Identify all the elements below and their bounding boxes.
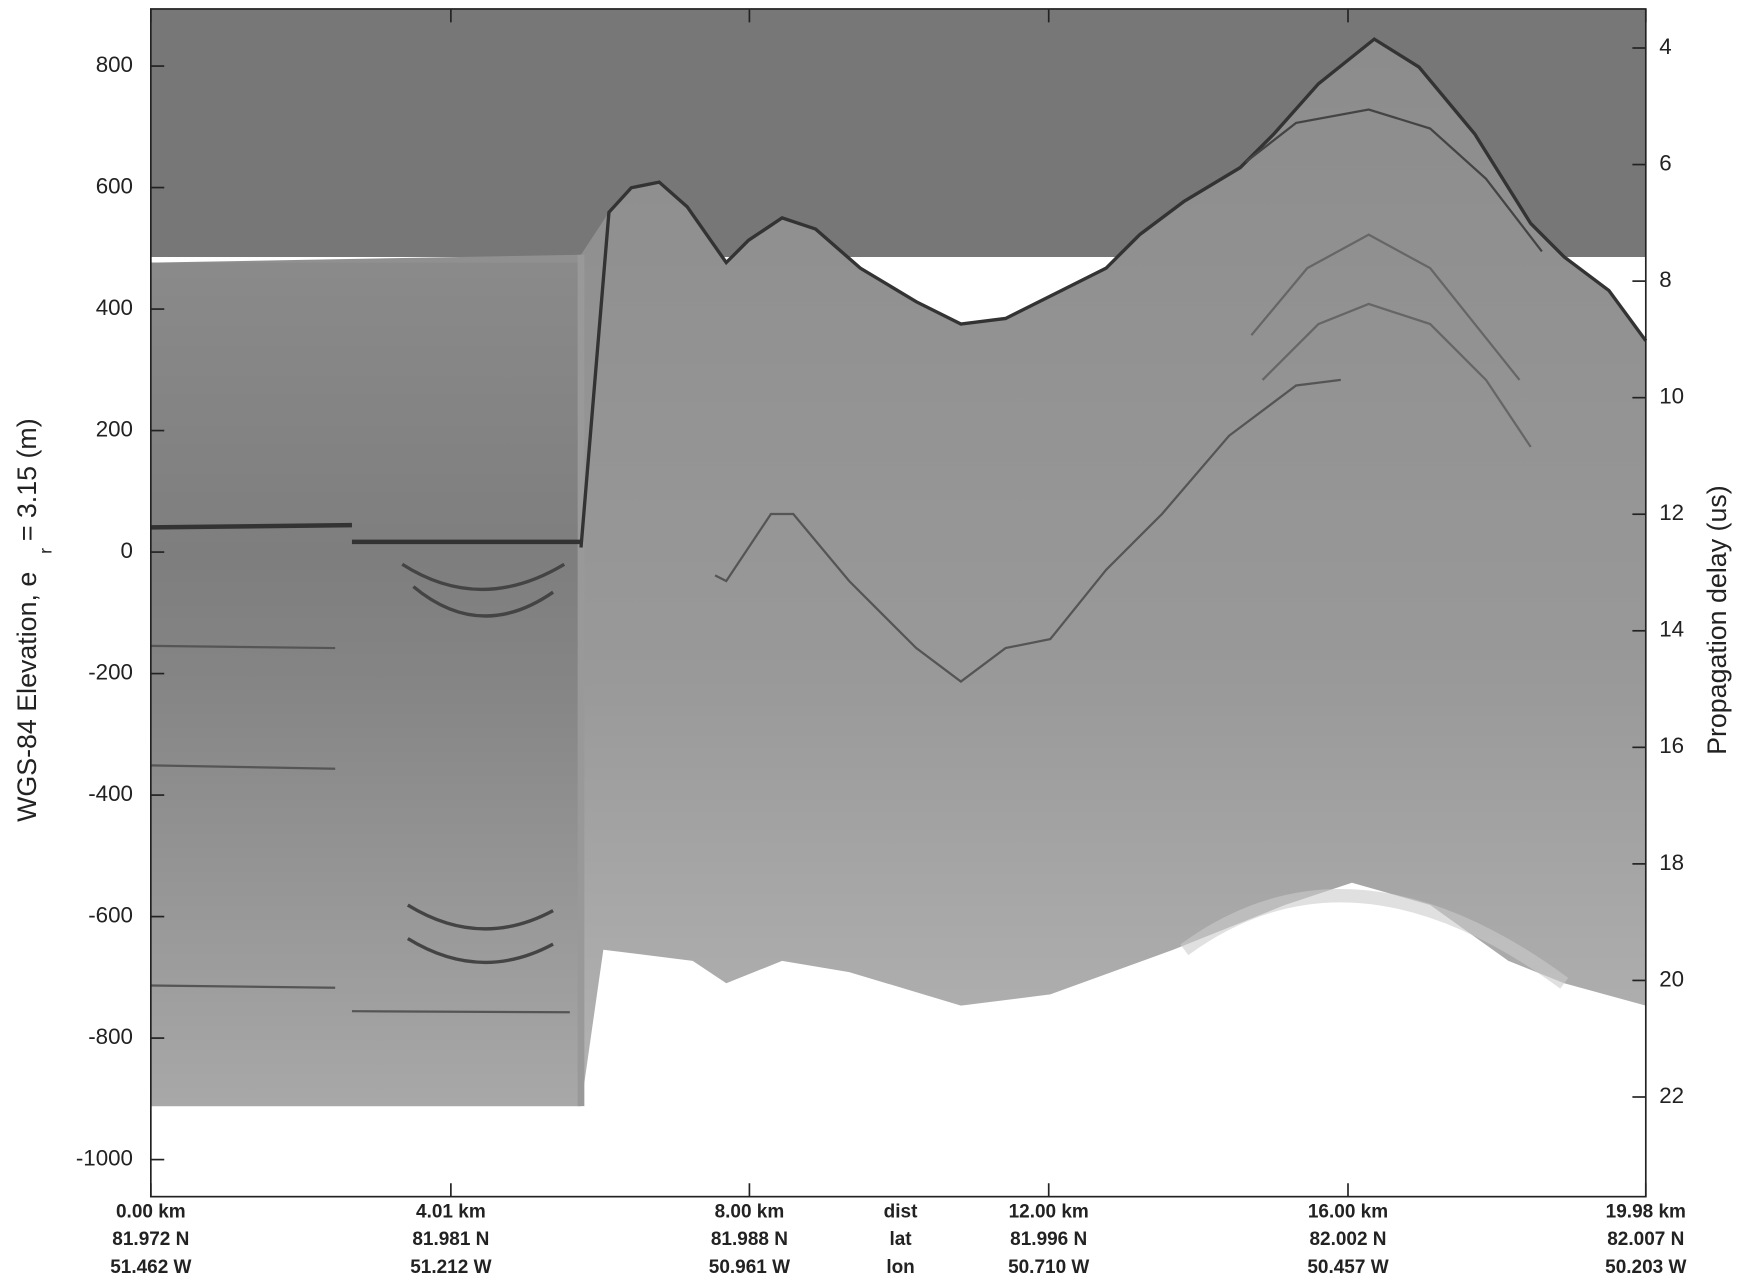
surface-line xyxy=(579,37,1648,548)
y-tick-label: -600 xyxy=(88,902,133,927)
lat-label: 81.988 N xyxy=(711,1229,788,1250)
y2-tick-label: 8 xyxy=(1659,267,1671,292)
y2-tick-label: 20 xyxy=(1659,966,1684,991)
lon-label: 50.457 W xyxy=(1307,1257,1388,1276)
y2-tick-label: 18 xyxy=(1659,850,1684,875)
layer-line xyxy=(1245,108,1543,253)
layer-line xyxy=(1261,302,1532,448)
echogram xyxy=(149,8,1648,1198)
row-label: dist xyxy=(884,1201,918,1222)
y-label-subscript: r xyxy=(35,548,55,554)
bed-line xyxy=(714,378,1341,683)
y2-tick-label: 14 xyxy=(1659,617,1684,642)
y2-tick-label: 16 xyxy=(1659,733,1684,758)
y-label-value: = 3.15 (m) xyxy=(12,418,42,541)
y2-tick-label: 6 xyxy=(1659,150,1671,175)
y-tick-label: -800 xyxy=(88,1024,133,1049)
y-tick-label: -1000 xyxy=(76,1146,133,1171)
lat-label: 82.007 N xyxy=(1607,1229,1684,1250)
noise-fade xyxy=(1180,889,1569,989)
row-label: lat xyxy=(889,1229,912,1250)
lat-label: 82.002 N xyxy=(1309,1229,1386,1250)
lon-label: 51.462 W xyxy=(110,1257,191,1276)
lon-label: 50.710 W xyxy=(1008,1257,1089,1276)
y2-axis-label: Propagation delay (us) xyxy=(1702,485,1732,755)
x-tick-label: 12.00 km xyxy=(1009,1201,1089,1222)
x-tick-label: 0.00 km xyxy=(116,1201,186,1222)
y-tick-label: 800 xyxy=(96,52,133,77)
y-tick-label: 400 xyxy=(96,295,133,320)
lon-label: 51.212 W xyxy=(410,1257,491,1276)
lon-label: 50.203 W xyxy=(1605,1257,1686,1276)
y2-tick-label: 22 xyxy=(1659,1083,1684,1108)
x-tick-label: 4.01 km xyxy=(416,1201,486,1222)
hyperbola xyxy=(401,562,566,965)
lat-label: 81.972 N xyxy=(112,1229,189,1250)
y-tick-label: 600 xyxy=(96,173,133,198)
x-tick-label: 16.00 km xyxy=(1308,1201,1388,1222)
layer-line xyxy=(1250,233,1521,381)
y2-tick-label: 10 xyxy=(1659,384,1684,409)
left-section xyxy=(150,262,581,1107)
reflector-line xyxy=(150,522,581,545)
y-tick-label: 200 xyxy=(96,416,133,441)
plot-frame xyxy=(149,8,1647,1198)
y-tick-label: -200 xyxy=(88,659,133,684)
y2-tick-label: 12 xyxy=(1659,500,1684,525)
lat-label: 81.996 N xyxy=(1010,1229,1087,1250)
lat-label: 81.981 N xyxy=(412,1229,489,1250)
y2-tick-label: 4 xyxy=(1659,34,1671,59)
lon-label: 50.961 W xyxy=(709,1257,790,1276)
y-axis-label: WGS-84 Elevation, e r = 3.15 (m) xyxy=(12,418,56,822)
x-tick-label: 8.00 km xyxy=(715,1201,785,1222)
row-label: lon xyxy=(886,1257,914,1276)
y-tick-label: 0 xyxy=(121,538,133,563)
x-tick-label: 19.98 km xyxy=(1606,1201,1686,1222)
y-label-main: WGS-84 Elevation, e xyxy=(12,572,42,822)
y-tick-label: -400 xyxy=(88,781,133,806)
reflector-line xyxy=(150,644,570,1014)
